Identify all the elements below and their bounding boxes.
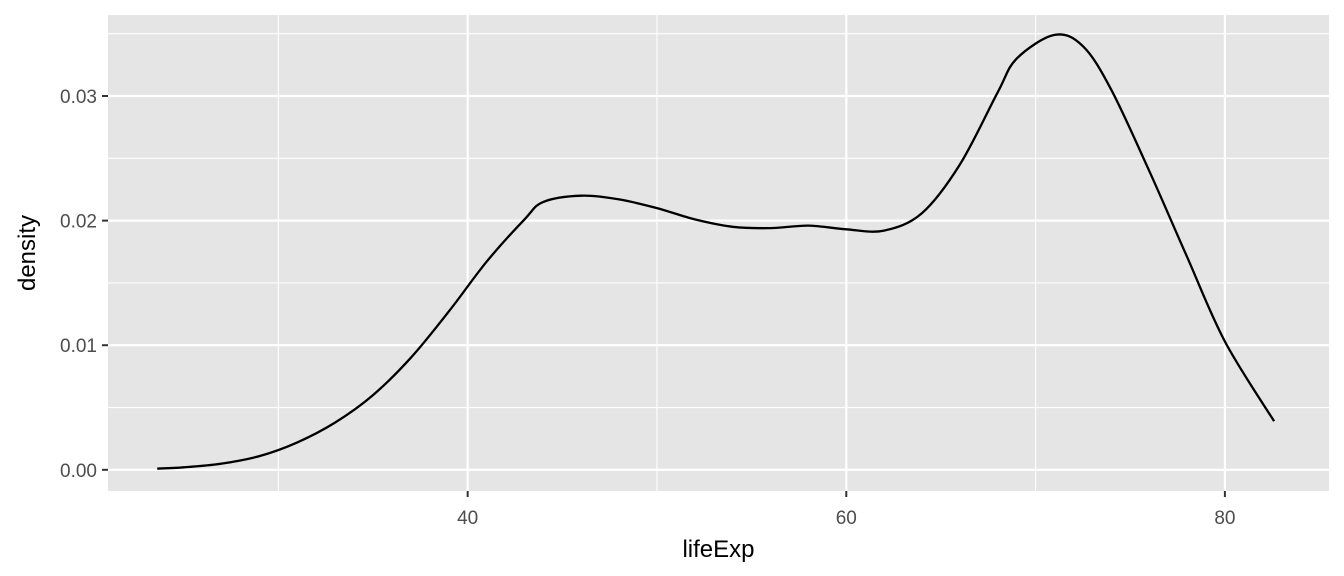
y-tick-label: 0.00 (60, 461, 97, 482)
y-axis-title: density (14, 215, 41, 291)
y-tick-label: 0.01 (60, 336, 97, 357)
plot-panel (108, 15, 1329, 491)
grid-minor (108, 15, 1329, 491)
grid-major (108, 15, 1329, 491)
x-axis-title: lifeExp (682, 536, 754, 563)
x-axis: 40 60 80 (457, 491, 1235, 529)
x-tick-label: 40 (457, 508, 478, 529)
y-tick-label: 0.03 (60, 87, 97, 108)
x-tick-label: 80 (1214, 508, 1235, 529)
density-curve (157, 33, 1276, 470)
y-axis: 0.00 0.01 0.02 0.03 (60, 87, 108, 482)
y-tick-label: 0.02 (60, 212, 97, 233)
x-tick-label: 60 (836, 508, 857, 529)
